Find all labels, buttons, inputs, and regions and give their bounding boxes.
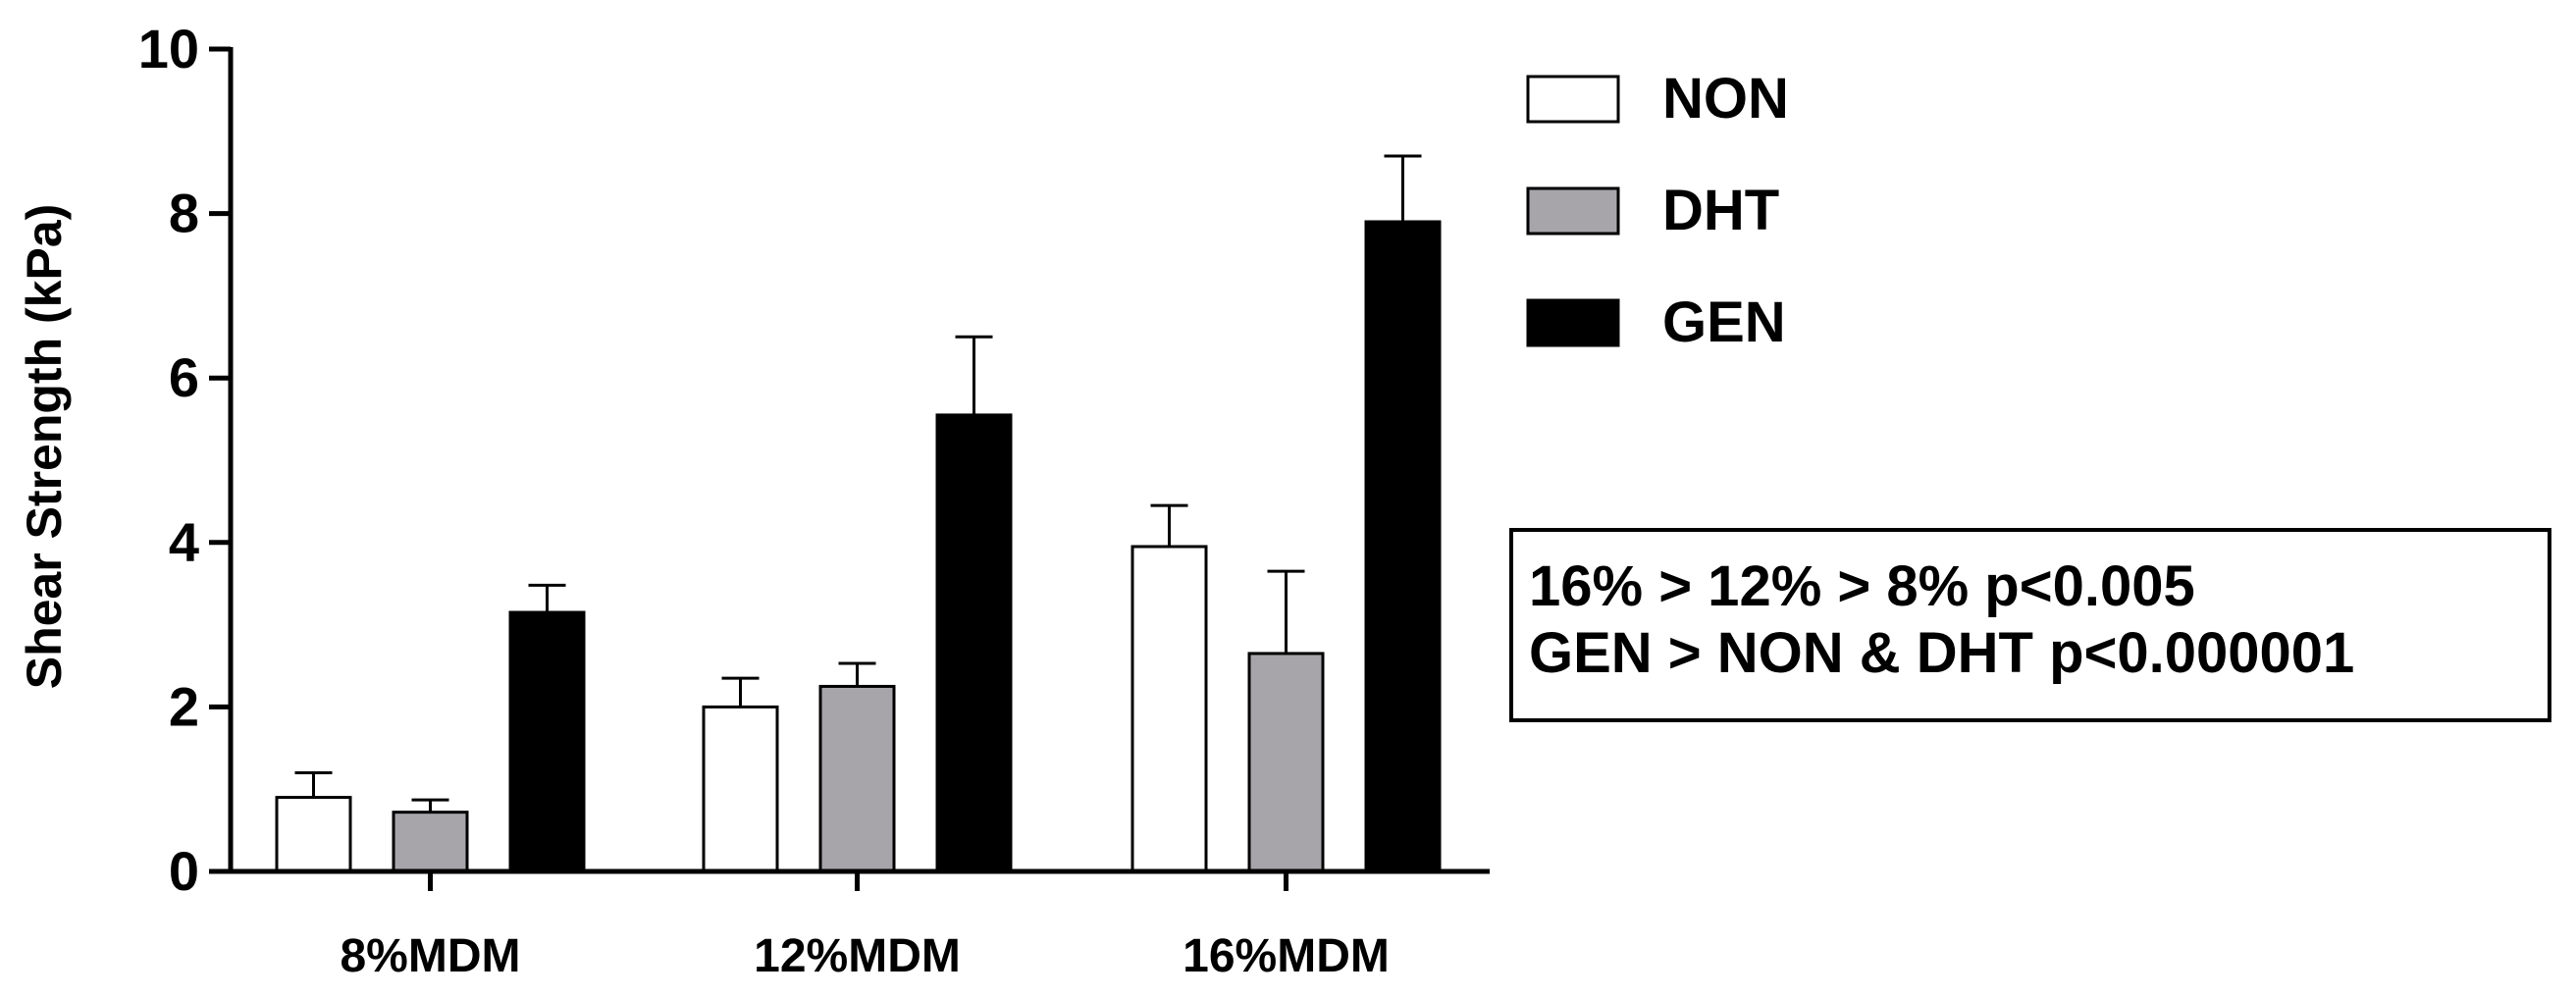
bar-non-3 — [1130, 545, 1208, 873]
bar-non-2 — [702, 705, 779, 873]
legend-label-dht: DHT — [1662, 179, 1779, 242]
x-tick-label-1: 8%MDM — [340, 930, 520, 982]
legend-label-non: NON — [1662, 67, 1789, 131]
y-tick-label: 8 — [169, 183, 199, 244]
y-tick-label: 4 — [169, 511, 199, 573]
legend-label-gen: GEN — [1662, 290, 1786, 354]
x-tick-label-3: 16%MDM — [1183, 930, 1390, 982]
bar-gen-2 — [935, 413, 1013, 873]
legend-swatch-gen — [1526, 298, 1620, 347]
x-tick-label-2: 12%MDM — [754, 930, 961, 982]
y-tick-label: 10 — [138, 18, 199, 79]
bar-gen-1 — [508, 610, 586, 873]
bars — [275, 220, 1442, 873]
error-bars — [294, 154, 1422, 813]
legend-swatch-dht — [1526, 186, 1620, 236]
statistics-annotation-box: 16% > 12% > 8% p<0.005 GEN > NON & DHT p… — [1509, 528, 2551, 722]
legend: NON DHT GEN — [1526, 67, 1789, 354]
x-axis-labels: 8%MDM 12%MDM 16%MDM — [340, 871, 1390, 982]
bar-gen-3 — [1364, 220, 1442, 873]
bar-dht-3 — [1247, 652, 1325, 873]
y-tick-label: 2 — [169, 675, 199, 737]
bar-dht-2 — [818, 684, 896, 873]
bar-non-1 — [275, 796, 352, 873]
y-tick-label: 6 — [169, 346, 199, 408]
y-tick-label: 0 — [169, 840, 199, 902]
legend-swatch-non — [1526, 75, 1620, 124]
bar-dht-1 — [392, 811, 469, 873]
annotation-line-2: GEN > NON & DHT p<0.000001 — [1529, 621, 2355, 685]
y-axis-ticks: 0 2 4 6 8 10 — [138, 18, 231, 902]
annotation-line-1: 16% > 12% > 8% p<0.005 — [1529, 554, 2195, 618]
y-axis-label: Shear Strength (kPa) — [17, 204, 72, 690]
